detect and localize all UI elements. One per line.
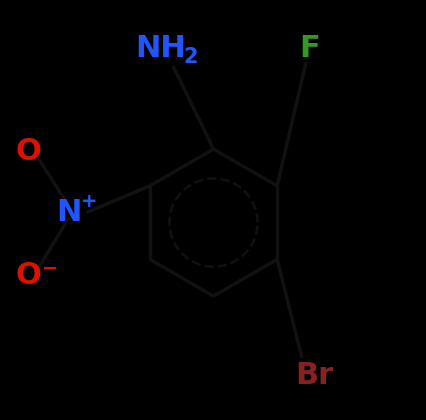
Text: N: N <box>56 197 81 227</box>
Text: +: + <box>81 192 98 211</box>
Text: F: F <box>299 34 320 63</box>
Text: O: O <box>16 136 42 166</box>
Text: −: − <box>41 259 58 278</box>
Text: NH: NH <box>135 34 186 63</box>
Text: O: O <box>16 260 42 290</box>
Text: Br: Br <box>294 361 333 391</box>
Text: 2: 2 <box>183 47 197 67</box>
